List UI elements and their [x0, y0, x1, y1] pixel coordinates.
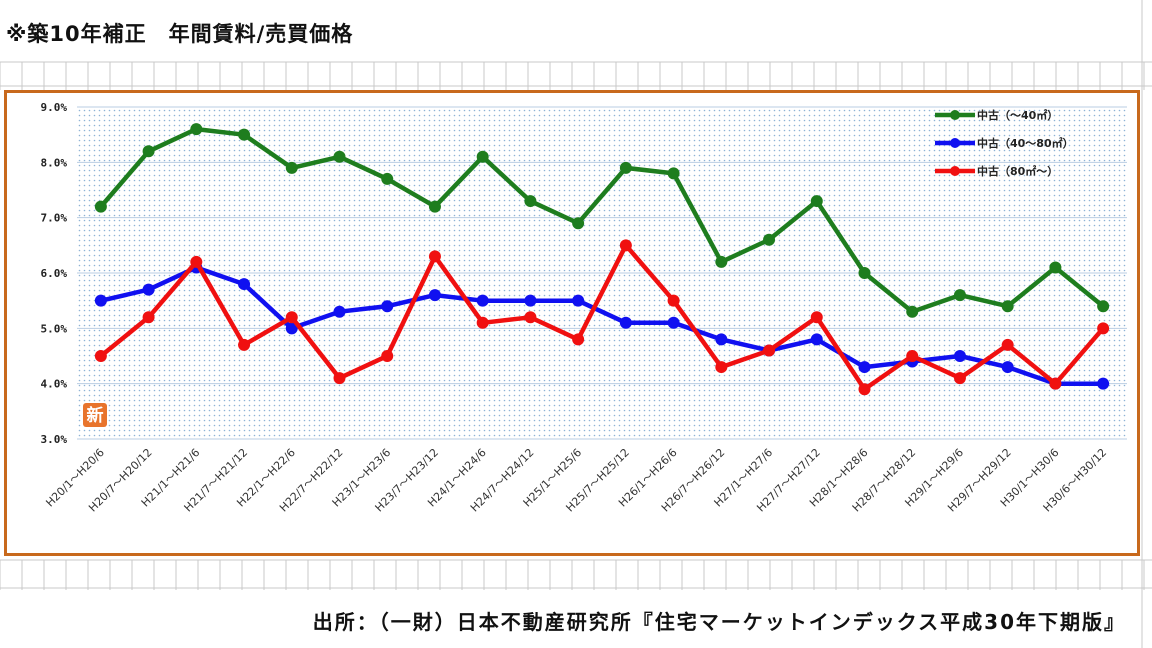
data-point — [142, 145, 155, 158]
series-1 — [94, 123, 1110, 318]
page-title: ※築10年補正 年間賃料/売買価格 — [6, 22, 354, 46]
data-point — [1049, 261, 1062, 274]
data-point — [190, 123, 203, 136]
data-point — [142, 311, 155, 324]
data-point — [1097, 322, 1110, 335]
data-point — [1001, 361, 1014, 374]
data-point — [381, 350, 394, 362]
y-tick-label: 7.0% — [41, 212, 68, 225]
data-point — [381, 172, 394, 185]
data-point — [1049, 377, 1062, 390]
data-point — [94, 200, 107, 213]
x-axis: H20/1～H20/6H20/7～H20/12H21/1～H21/6H21/7～… — [43, 446, 1109, 515]
data-point — [238, 338, 251, 351]
data-point — [476, 294, 489, 307]
data-point — [667, 294, 680, 307]
series-line — [100, 265, 1104, 386]
data-point — [381, 300, 394, 313]
legend-label: 中古（～40㎡） — [977, 108, 1058, 122]
data-point — [333, 372, 346, 385]
data-point — [858, 267, 871, 279]
y-tick-label: 8.0% — [41, 156, 68, 169]
data-point — [810, 333, 823, 346]
data-point — [476, 316, 489, 329]
y-tick-label: 3.0% — [41, 433, 68, 446]
gridlines — [77, 106, 1127, 440]
data-point — [858, 383, 871, 396]
data-point — [476, 150, 489, 163]
data-point — [1001, 338, 1014, 351]
legend-label: 中古（80㎡～） — [977, 164, 1058, 178]
data-point — [572, 294, 585, 307]
data-point — [1097, 300, 1110, 313]
source-citation: 出所：（一財）日本不動産研究所『住宅マーケットインデックス平成30年下期版』 — [312, 610, 1126, 634]
legend-item: 中古（40～80㎡） — [935, 136, 1074, 150]
legend-marker — [950, 166, 960, 176]
data-point — [524, 294, 537, 307]
data-point — [190, 255, 203, 268]
data-point — [906, 350, 919, 362]
data-point — [142, 283, 155, 296]
data-point — [94, 350, 107, 362]
data-point — [667, 316, 680, 329]
data-point — [524, 311, 537, 324]
series-line — [99, 243, 1105, 392]
data-point — [763, 233, 776, 246]
data-point — [1097, 377, 1110, 390]
data-point — [953, 289, 966, 302]
y-tick-label: 5.0% — [41, 322, 68, 335]
data-point — [667, 167, 680, 180]
data-point — [763, 344, 776, 357]
chart-frame: 3.0% 4.0% 5.0% 6.0% 7.0% 8.0% 9.0% H20/1～H20/6… — [4, 90, 1140, 556]
data-point — [619, 316, 632, 329]
data-point — [1001, 300, 1014, 313]
legend: 中古（～40㎡） 中古（40～80㎡） 中古（80㎡～） — [935, 108, 1074, 178]
data-point — [906, 305, 919, 318]
y-tick-label: 4.0% — [41, 378, 68, 391]
data-point — [238, 128, 251, 141]
data-point — [285, 161, 298, 174]
data-point — [715, 255, 728, 268]
legend-marker — [950, 138, 960, 148]
data-point — [333, 305, 346, 318]
legend-label: 中古（40～80㎡） — [977, 136, 1074, 150]
data-point — [428, 289, 441, 302]
data-point — [715, 361, 728, 374]
badge-text: 新 — [87, 405, 104, 426]
data-point — [810, 311, 823, 324]
data-point — [619, 161, 632, 174]
series-layer — [94, 123, 1110, 396]
data-point — [572, 217, 585, 230]
data-point — [953, 372, 966, 385]
y-tick-label: 9.0% — [41, 101, 68, 114]
data-point — [858, 361, 871, 374]
data-point — [953, 350, 966, 362]
data-point — [428, 250, 441, 263]
series-line — [99, 126, 1105, 314]
data-point — [524, 195, 537, 208]
data-point — [285, 322, 298, 335]
y-axis: 3.0% 4.0% 5.0% 6.0% 7.0% 8.0% 9.0% — [41, 101, 68, 446]
series-3 — [94, 239, 1110, 396]
legend-item: 中古（80㎡～） — [935, 164, 1058, 178]
legend-item: 中古（～40㎡） — [935, 108, 1058, 122]
data-point — [810, 195, 823, 208]
data-point — [94, 294, 107, 307]
data-point — [333, 150, 346, 163]
data-point — [285, 311, 298, 324]
data-point — [238, 278, 251, 291]
data-point — [715, 333, 728, 346]
legend-marker — [950, 110, 960, 120]
y-tick-label: 6.0% — [41, 267, 68, 280]
data-point — [428, 200, 441, 213]
line-chart: 3.0% 4.0% 5.0% 6.0% 7.0% 8.0% 9.0% H20/1～H20/6… — [41, 101, 1127, 515]
new-badge: 新 — [83, 403, 107, 427]
badge-bg — [83, 403, 107, 427]
data-point — [619, 239, 632, 252]
data-point — [572, 333, 585, 346]
